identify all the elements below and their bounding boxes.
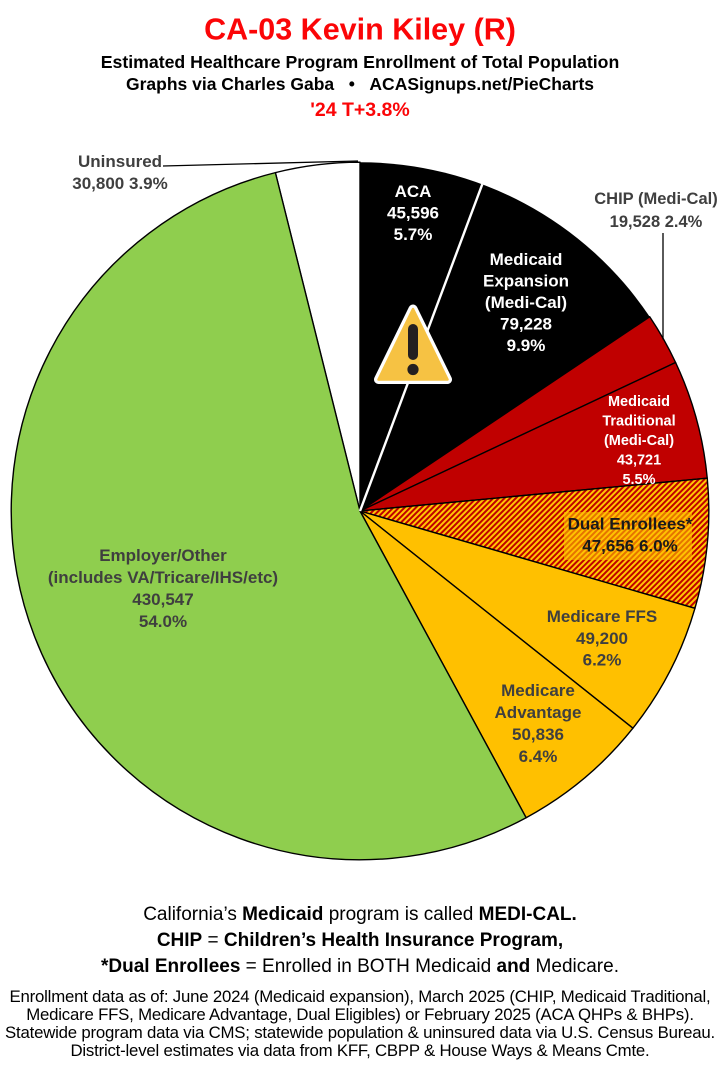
svg-text:CA-03 Kevin Kiley (R): CA-03 Kevin Kiley (R): [204, 13, 516, 47]
svg-text:CHIP (Medi-Cal): CHIP (Medi-Cal): [594, 190, 717, 208]
svg-text:Medicaid: Medicaid: [608, 394, 670, 410]
svg-text:45,596: 45,596: [387, 204, 439, 223]
svg-text:'24 T+3.8%: '24 T+3.8%: [310, 99, 410, 121]
svg-text:43,721: 43,721: [617, 453, 661, 469]
svg-text:50,836: 50,836: [512, 725, 564, 744]
svg-text:Advantage: Advantage: [495, 703, 582, 722]
svg-text:5.7%: 5.7%: [394, 225, 433, 244]
svg-text:9.9%: 9.9%: [507, 336, 546, 355]
svg-text:5.5%: 5.5%: [622, 472, 655, 488]
svg-text:(includes VA/Tricare/IHS/etc): (includes VA/Tricare/IHS/etc): [48, 568, 278, 587]
svg-text:ACA: ACA: [395, 182, 432, 201]
svg-text:30,800 3.9%: 30,800 3.9%: [72, 174, 167, 193]
svg-text:49,200: 49,200: [576, 629, 628, 648]
svg-text:6.4%: 6.4%: [519, 747, 558, 766]
svg-text:6.2%: 6.2%: [583, 651, 622, 670]
svg-text:Medicaid: Medicaid: [490, 250, 563, 269]
svg-text:(Medi-Cal): (Medi-Cal): [485, 293, 567, 312]
svg-text:(Medi-Cal): (Medi-Cal): [604, 433, 674, 449]
svg-text:Uninsured: Uninsured: [78, 152, 162, 171]
svg-text:47,656 6.0%: 47,656 6.0%: [582, 537, 677, 556]
svg-text:19,528 2.4%: 19,528 2.4%: [610, 213, 703, 231]
svg-text:Medicare: Medicare: [501, 681, 575, 700]
svg-text:Employer/Other: Employer/Other: [99, 546, 227, 565]
svg-text:Expansion: Expansion: [483, 272, 569, 291]
svg-text:79,228: 79,228: [500, 315, 552, 334]
svg-text:Medicare FFS: Medicare FFS: [547, 607, 658, 626]
svg-text:Dual Enrollees*: Dual Enrollees*: [568, 515, 693, 534]
svg-text:Graphs via Charles Gaba •: Graphs via Charles Gaba • ACASignups.net…: [126, 74, 594, 94]
svg-text:430,547: 430,547: [132, 590, 193, 609]
svg-text:Traditional: Traditional: [602, 414, 675, 430]
svg-text:Estimated Healthcare Program E: Estimated Healthcare Program Enrollment …: [101, 52, 620, 72]
svg-text:54.0%: 54.0%: [139, 612, 187, 631]
